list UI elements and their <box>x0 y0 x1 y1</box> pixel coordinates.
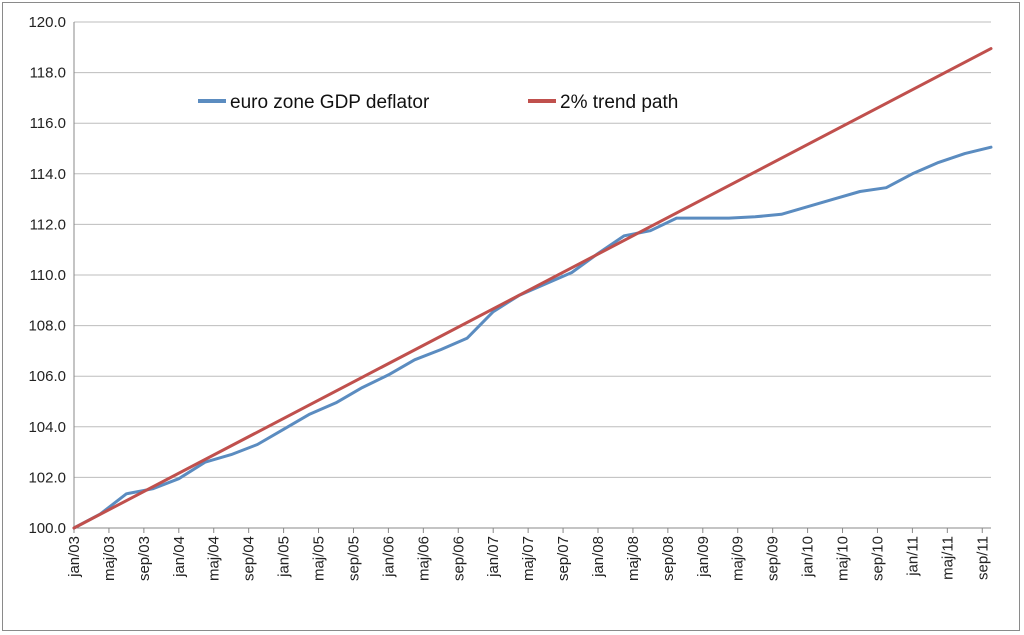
series-line-gdp-deflator <box>72 145 993 530</box>
x-tick-label: sep/09 <box>765 536 782 581</box>
y-axis-tick-labels: 100.0 102.0 104.0 106.0 108.0 110.0 112.0 114.0… <box>28 14 66 537</box>
legend-label: euro zone GDP deflator <box>230 92 430 113</box>
x-tick-label: sep/07 <box>555 536 572 581</box>
y-tick-label: 108.0 <box>28 318 66 335</box>
y-tick-label: 120.0 <box>28 14 66 31</box>
x-tick-label: maj/11 <box>939 536 956 580</box>
x-tick-label: maj/09 <box>730 536 747 581</box>
x-tick-label: maj/08 <box>625 536 642 581</box>
y-tick-label: 116.0 <box>30 115 66 132</box>
x-tick-label: jan/08 <box>590 536 607 578</box>
y-tick-label: 102.0 <box>28 469 66 486</box>
y-tick-label: 110.0 <box>30 267 66 284</box>
legend-label: 2% trend path <box>560 92 678 113</box>
x-tick-label: maj/03 <box>101 536 118 581</box>
legend: euro zone GDP deflator 2% trend path <box>198 92 678 113</box>
x-tick-label: jan/07 <box>485 536 502 578</box>
x-tick-label: jan/04 <box>171 536 188 578</box>
grid-lines <box>74 21 991 478</box>
y-tick-label: 106.0 <box>28 368 66 385</box>
x-tick-label: maj/07 <box>520 536 537 581</box>
x-tick-label: maj/06 <box>415 536 432 581</box>
series-line-trend-path <box>72 47 993 530</box>
x-tick-label: jan/11 <box>904 536 921 577</box>
x-tick-label: maj/04 <box>206 536 223 581</box>
x-tick-label: sep/08 <box>660 536 677 581</box>
series-lines <box>72 47 993 530</box>
y-tick-label: 118.0 <box>30 65 66 82</box>
y-tick-label: 100.0 <box>28 520 66 537</box>
x-tick-label: jan/09 <box>695 536 712 578</box>
x-tick-label: sep/06 <box>450 536 467 581</box>
x-tick-label: jan/03 <box>66 536 83 578</box>
x-tick-label: sep/04 <box>241 536 258 581</box>
x-tick-label: maj/05 <box>311 536 328 581</box>
x-tick-label: jan/10 <box>800 536 817 578</box>
x-axis-tick-labels: jan/03 maj/03 sep/03 jan/04 maj/04 sep/04 jan/… <box>66 536 991 581</box>
x-tick-label: sep/10 <box>869 536 886 581</box>
x-tick-label: maj/10 <box>835 536 852 581</box>
x-tick-label: sep/05 <box>345 536 362 581</box>
y-tick-label: 114.0 <box>30 166 66 183</box>
x-tick-label: jan/06 <box>380 536 397 578</box>
x-tick-label: jan/05 <box>276 536 293 578</box>
x-tick-label: sep/11 <box>974 536 991 580</box>
x-tick-label: sep/03 <box>136 536 153 581</box>
axes <box>73 22 991 533</box>
y-tick-label: 104.0 <box>28 419 66 436</box>
y-tick-label: 112.0 <box>30 216 66 233</box>
